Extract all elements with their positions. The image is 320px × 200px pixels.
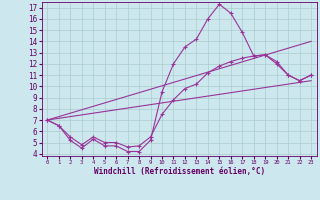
X-axis label: Windchill (Refroidissement éolien,°C): Windchill (Refroidissement éolien,°C) bbox=[94, 167, 265, 176]
